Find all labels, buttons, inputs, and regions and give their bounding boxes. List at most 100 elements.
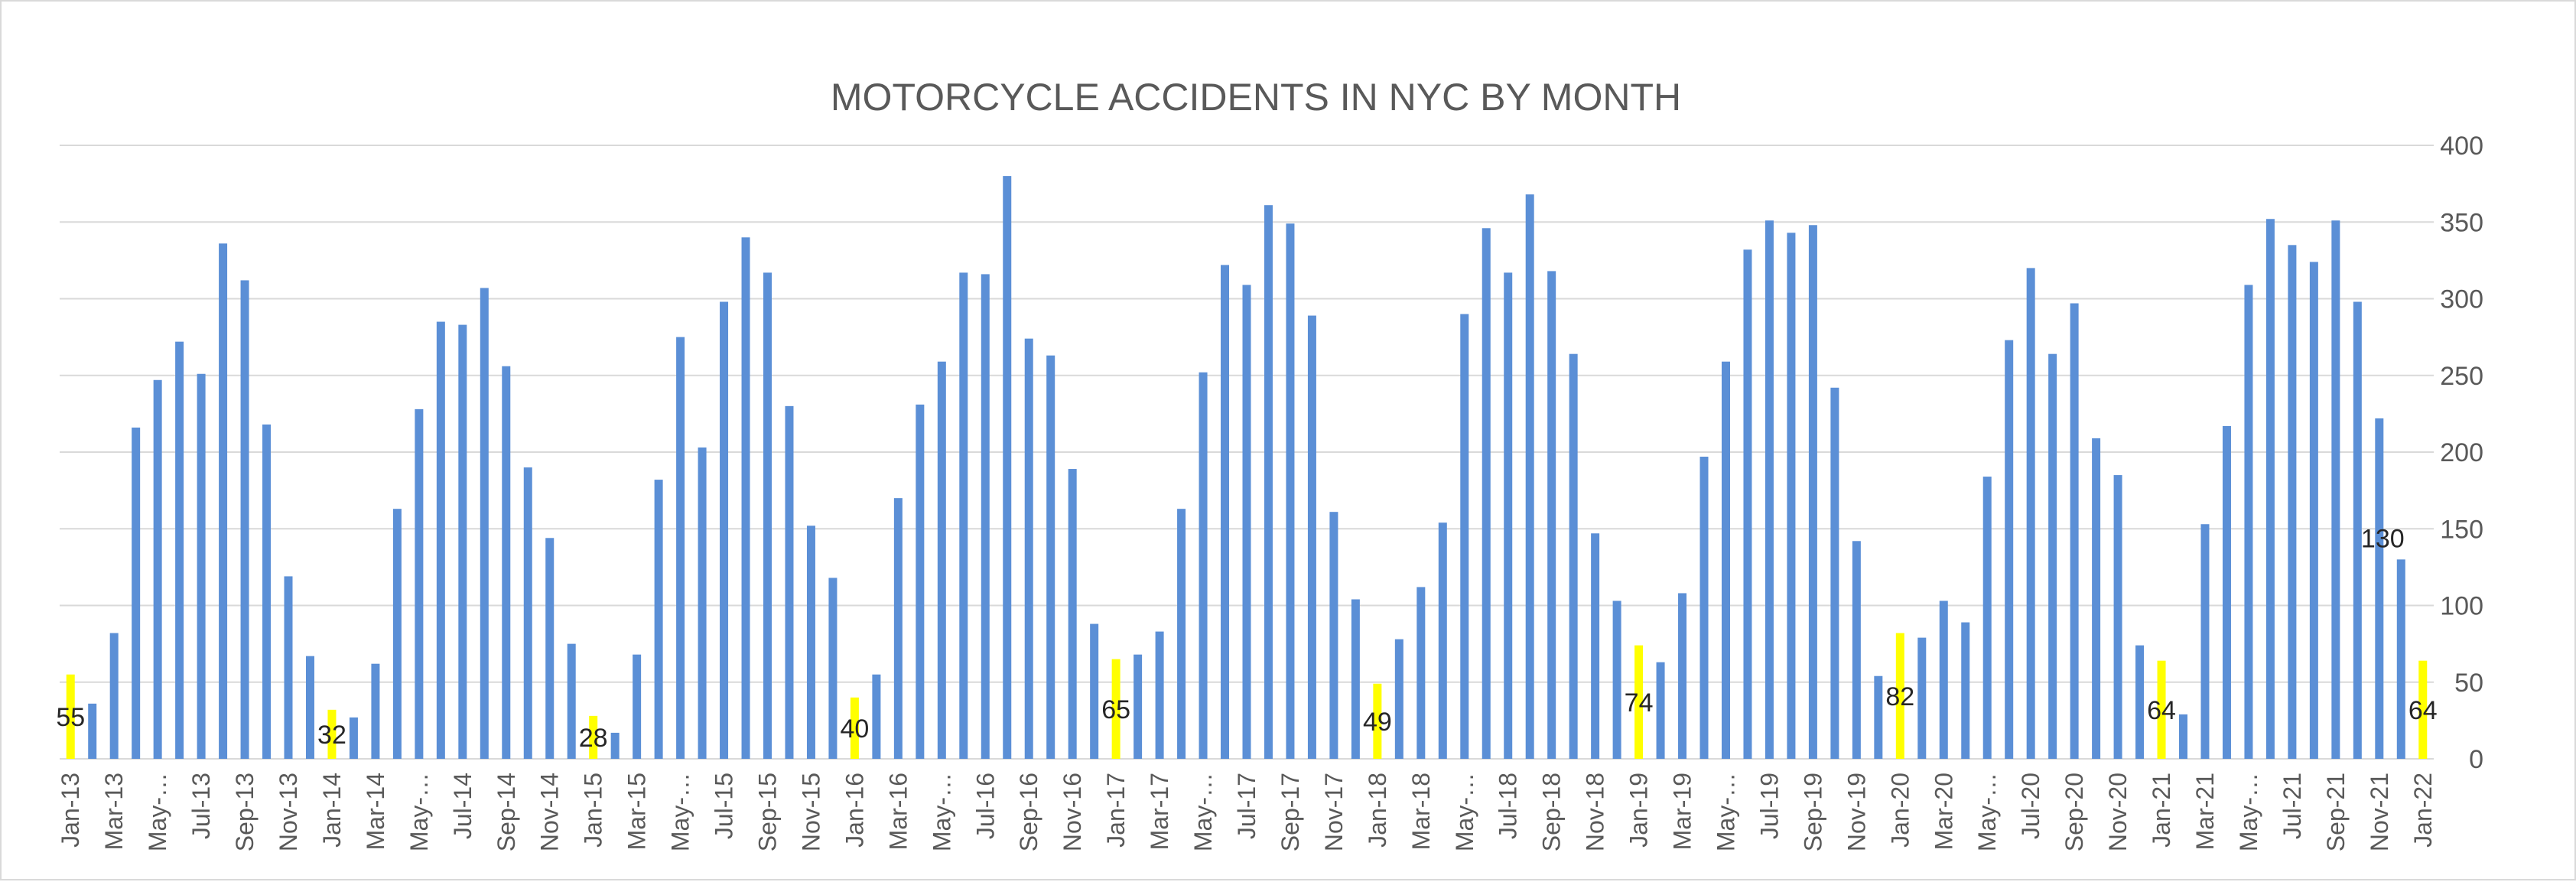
bar — [2288, 245, 2297, 759]
bar — [2396, 559, 2405, 759]
bar — [2113, 475, 2122, 759]
bar — [1895, 633, 1904, 759]
y-tick-label: 0 — [2469, 745, 2483, 774]
data-label: 74 — [1625, 688, 1654, 718]
bar — [480, 288, 489, 760]
bar — [1090, 623, 1099, 759]
x-tick-label: Nov-19 — [1843, 773, 1870, 851]
bar — [1830, 387, 1839, 759]
bar — [1221, 265, 1230, 759]
x-tick-label: Jul-18 — [1495, 773, 1522, 839]
bar — [2179, 714, 2188, 759]
bar — [1917, 637, 1927, 759]
data-label: 28 — [579, 724, 608, 753]
x-tick-label: Jan-13 — [57, 773, 84, 848]
bar — [392, 509, 402, 759]
x-tick-label: Sep-20 — [2060, 773, 2088, 851]
data-label: 65 — [1101, 695, 1130, 724]
x-axis-ticks: Jan-13 Mar-13 May-… Jul-13 Sep-13 Nov-13 Jan-1… — [57, 773, 2437, 851]
bar — [763, 272, 772, 759]
data-labels: 55 32 28 40 65 49 74 82 64 130 64 — [56, 524, 2437, 753]
bar — [1656, 662, 1665, 759]
bar — [676, 337, 685, 759]
bars — [66, 176, 2428, 760]
bar — [1504, 272, 1513, 759]
x-tick-label: Jul-16 — [971, 773, 999, 839]
bar — [415, 408, 424, 759]
bar — [567, 643, 576, 759]
y-tick-label: 300 — [2440, 285, 2483, 314]
x-tick-label: Jul-19 — [1755, 773, 1783, 839]
bar — [2070, 303, 2079, 759]
bar — [1678, 593, 1687, 759]
bar — [916, 404, 925, 759]
bar — [436, 321, 445, 759]
x-tick-label: Jan-19 — [1625, 773, 1653, 848]
data-label: 64 — [2408, 696, 2438, 725]
bar — [1177, 509, 1186, 759]
bar — [1003, 176, 1012, 760]
data-label: 55 — [56, 703, 85, 732]
x-tick-label: May-… — [1189, 773, 1217, 851]
bar — [262, 424, 272, 759]
x-tick-label: Nov-17 — [1320, 773, 1348, 851]
bar — [633, 654, 642, 759]
x-tick-label: Mar-18 — [1407, 773, 1435, 850]
x-tick-label: Nov-21 — [2366, 773, 2393, 851]
bar — [654, 480, 663, 759]
bar — [1134, 654, 1143, 759]
bar — [523, 467, 532, 759]
bar — [1286, 223, 1295, 759]
x-tick-label: Sep-14 — [493, 773, 520, 851]
bar — [2135, 645, 2145, 759]
bar — [349, 717, 358, 759]
bar — [1525, 194, 1534, 759]
x-tick-label: Jan-18 — [1364, 773, 1391, 848]
x-tick-label: Nov-16 — [1059, 773, 1086, 851]
bar — [741, 237, 750, 759]
bar — [1982, 477, 1992, 759]
y-tick-label: 400 — [2440, 132, 2483, 161]
bar — [2265, 219, 2275, 759]
bar — [720, 301, 729, 759]
x-tick-label: Jul-13 — [187, 773, 215, 839]
x-tick-label: Nov-20 — [2104, 773, 2132, 851]
bar — [2092, 438, 2101, 759]
bar — [1373, 683, 1382, 759]
y-tick-label: 200 — [2440, 438, 2483, 467]
bar — [1307, 315, 1316, 759]
bar — [1721, 361, 1730, 760]
x-tick-label: Jan-20 — [1886, 773, 1914, 848]
x-tick-label: Nov-18 — [1582, 773, 1609, 851]
data-label: 32 — [317, 721, 346, 750]
bar — [850, 697, 859, 759]
x-tick-label: Jan-21 — [2148, 773, 2175, 848]
x-tick-label: Sep-18 — [1538, 773, 1566, 851]
x-tick-label: Nov-14 — [536, 773, 564, 851]
x-tick-label: Jul-21 — [2278, 773, 2306, 839]
x-tick-label: May-… — [405, 773, 433, 851]
bar — [1874, 675, 1883, 759]
bar — [1351, 599, 1360, 759]
x-tick-label: Jan-17 — [1102, 773, 1130, 848]
x-tick-label: Jul-14 — [449, 773, 476, 839]
bar — [2309, 262, 2318, 759]
bar — [1199, 372, 1208, 759]
bar — [1764, 220, 1774, 759]
bar — [1242, 285, 1251, 760]
bar — [698, 447, 707, 759]
bar — [88, 703, 97, 759]
y-tick-label: 250 — [2440, 362, 2483, 391]
x-tick-label: Mar-16 — [884, 773, 912, 850]
bar — [240, 280, 249, 759]
bar — [1591, 533, 1600, 759]
bar — [2331, 220, 2340, 759]
y-tick-label: 150 — [2440, 515, 2483, 544]
x-tick-label: Jan-22 — [2409, 773, 2437, 848]
bar — [1808, 225, 1817, 759]
bar — [1329, 512, 1338, 759]
x-tick-label: May-… — [1451, 773, 1478, 851]
bar — [1569, 353, 1578, 759]
